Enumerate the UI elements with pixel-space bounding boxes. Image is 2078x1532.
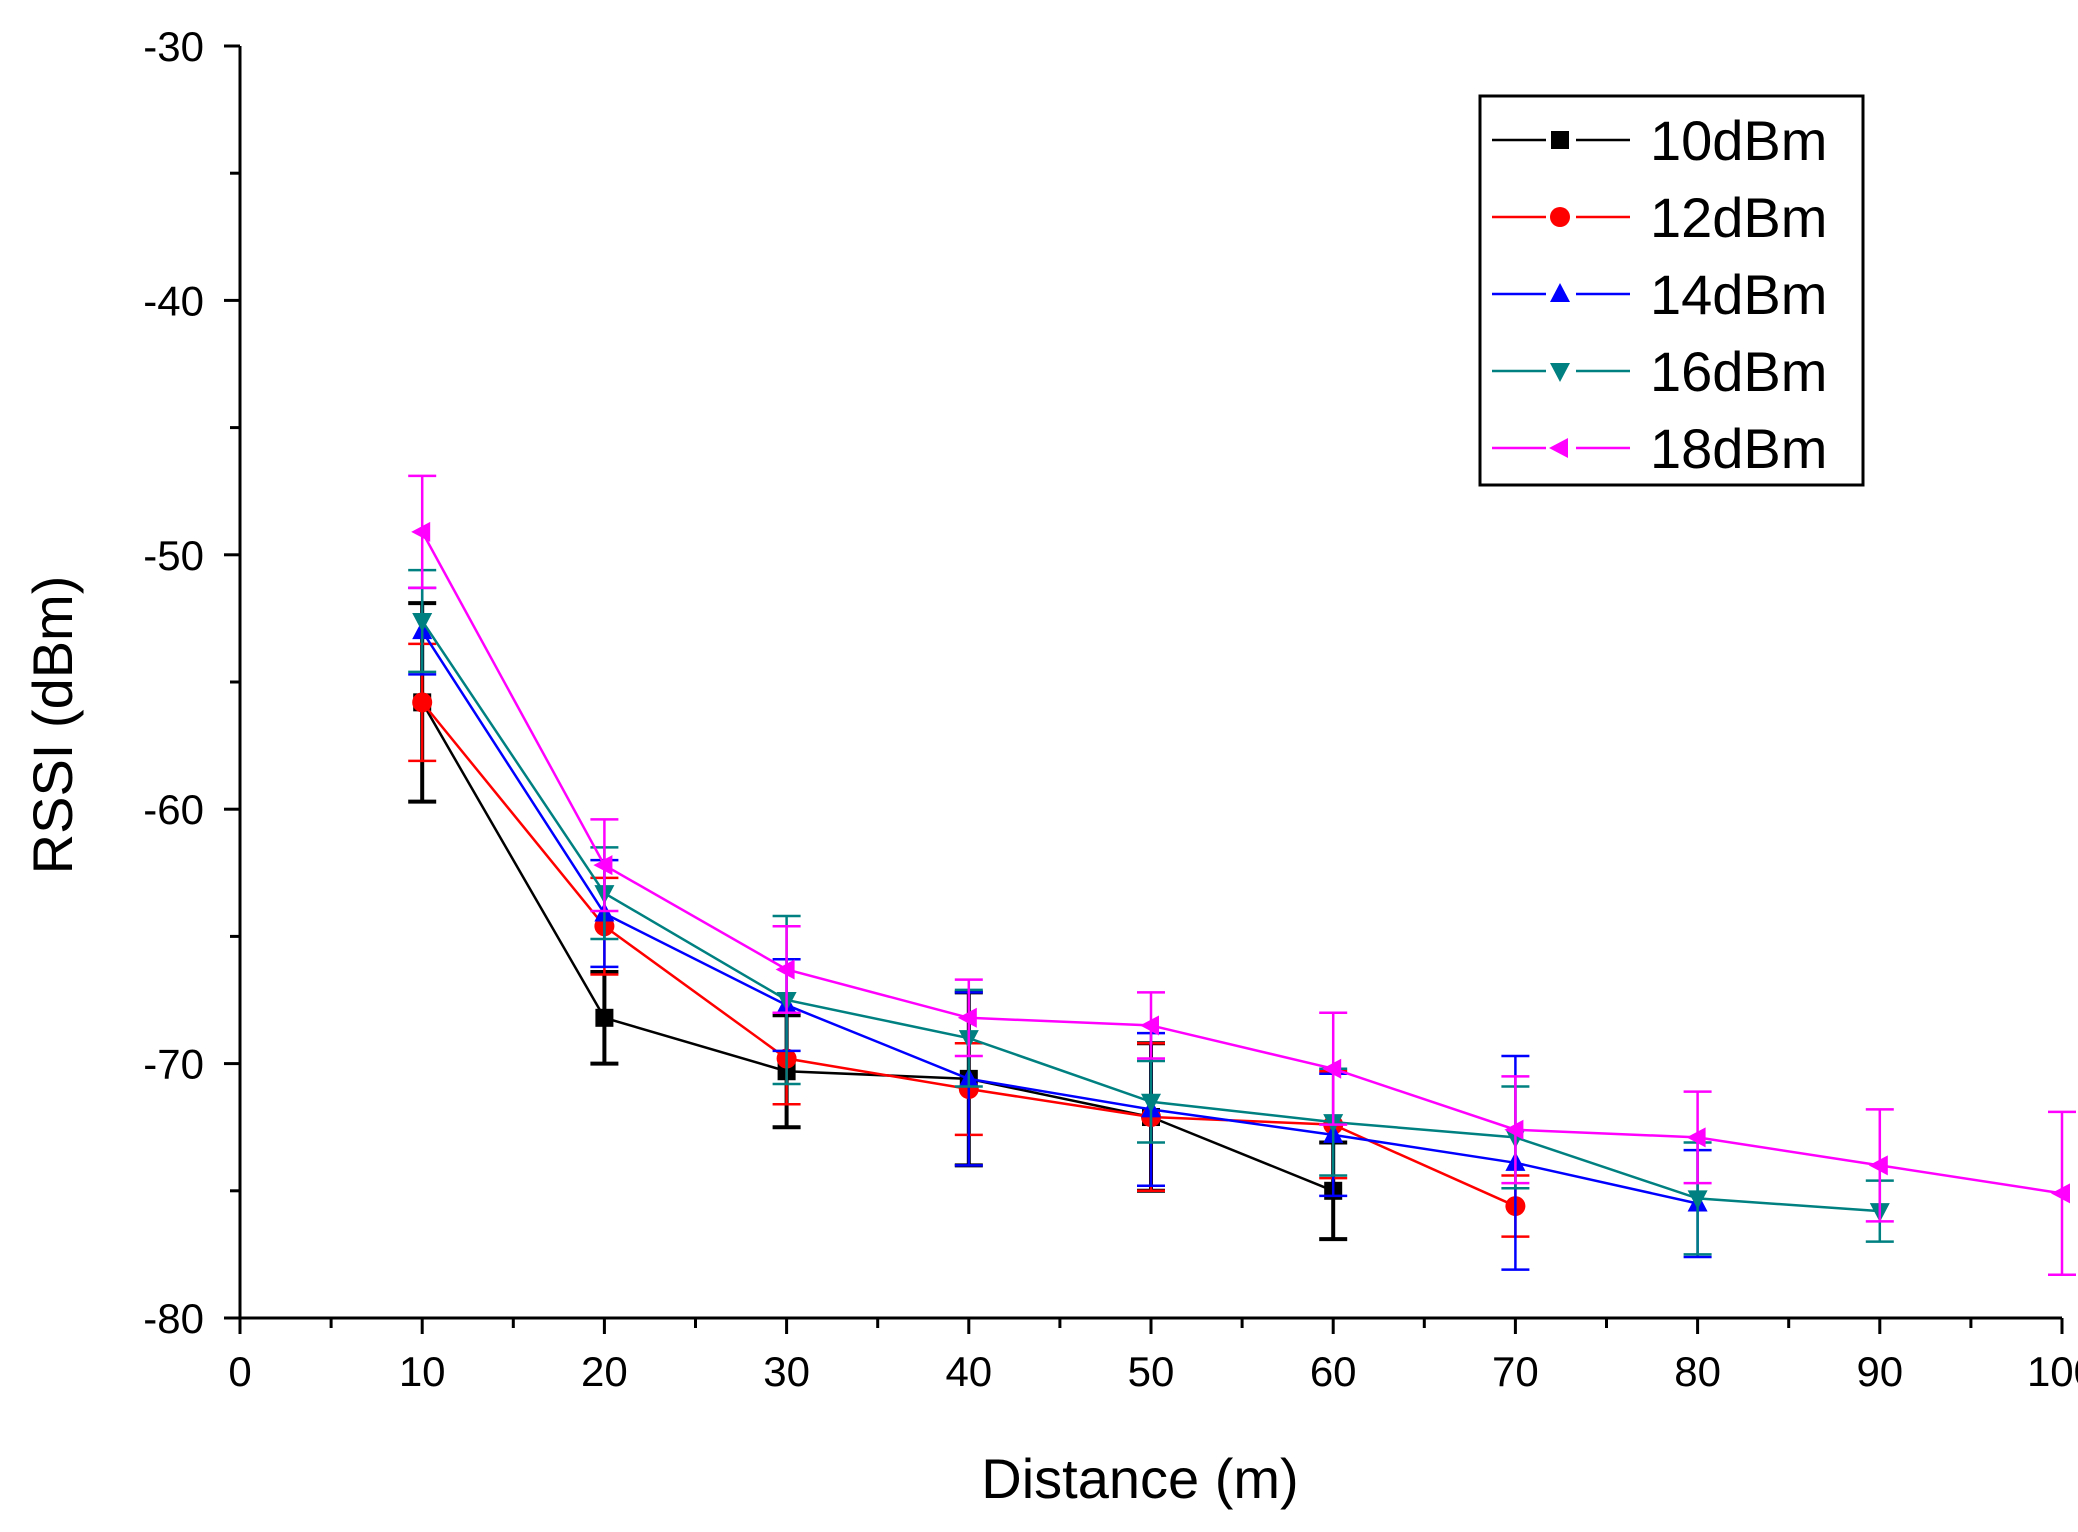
data-point	[775, 959, 795, 980]
data-point	[412, 692, 433, 713]
series-10dBm	[408, 601, 1348, 1242]
data-point	[1141, 1093, 1161, 1113]
legend-label: 18dBm	[1650, 417, 1827, 480]
x-tick-label: 80	[1674, 1348, 1721, 1395]
legend-label: 12dBm	[1650, 186, 1827, 249]
y-tick-label: -70	[143, 1041, 204, 1088]
x-tick-label: 50	[1128, 1348, 1175, 1395]
x-axis-title: Distance (m)	[981, 1447, 1298, 1510]
legend-box	[1478, 94, 1865, 487]
data-point	[1140, 1015, 1159, 1036]
legend-entry-14dBm: 14dBm	[1492, 263, 1827, 326]
legend-marker	[1550, 363, 1570, 382]
data-point	[2051, 1183, 2070, 1204]
legend-marker	[1550, 283, 1570, 302]
x-tick-label: 60	[1310, 1348, 1357, 1395]
series-line	[421, 630, 1698, 1205]
data-point	[957, 1007, 977, 1028]
data-point	[411, 521, 431, 542]
legend-marker	[1549, 438, 1568, 458]
x-tick-label: 10	[399, 1348, 446, 1395]
series-line	[421, 531, 2063, 1195]
legend-entry-10dBm: 10dBm	[1492, 109, 1827, 172]
legend-entry-18dBm: 18dBm	[1492, 417, 1827, 480]
y-tick-label: -50	[143, 532, 204, 579]
data-point	[412, 612, 433, 632]
legend-label: 14dBm	[1650, 263, 1827, 326]
x-tick-label: 20	[581, 1348, 628, 1395]
y-tick-label: -60	[143, 786, 204, 833]
data-point	[1868, 1155, 1888, 1176]
legend-entry-12dBm: 12dBm	[1492, 186, 1827, 249]
series-18dBm	[408, 474, 2076, 1277]
data-point	[593, 855, 613, 876]
x-tick-label: 90	[1856, 1348, 1903, 1395]
y-tick-label: -40	[143, 277, 204, 324]
legend-marker	[1551, 131, 1569, 149]
data-point	[595, 1008, 614, 1027]
series-line	[421, 701, 1334, 1192]
x-tick-label: 70	[1492, 1348, 1539, 1395]
x-tick-label: 0	[228, 1348, 251, 1395]
y-tick-label: -30	[143, 23, 204, 70]
x-tick-label: 100	[2027, 1348, 2078, 1395]
data-point	[1686, 1127, 1706, 1148]
y-tick-label: -80	[143, 1295, 204, 1342]
data-point	[1322, 1058, 1342, 1079]
legend-label: 10dBm	[1650, 109, 1827, 172]
legend-entry-16dBm: 16dBm	[1492, 340, 1827, 403]
legend-label: 16dBm	[1650, 340, 1827, 403]
axes: 0 10 20 30 40 50 60 70 80 90 100 -30 -40 -50 -60 -70 -80	[143, 23, 2078, 1395]
legend: 10dBm 12dBm 14dBm 16dBm 18dBm	[1478, 94, 1865, 487]
y-axis-title: RSSI (dBm)	[21, 576, 84, 875]
legend-marker	[1550, 207, 1570, 227]
x-tick-label: 30	[763, 1348, 810, 1395]
plot-area	[408, 474, 2076, 1277]
data-point	[1504, 1119, 1524, 1140]
data-point	[1687, 1190, 1708, 1210]
x-tick-label: 40	[945, 1348, 992, 1395]
